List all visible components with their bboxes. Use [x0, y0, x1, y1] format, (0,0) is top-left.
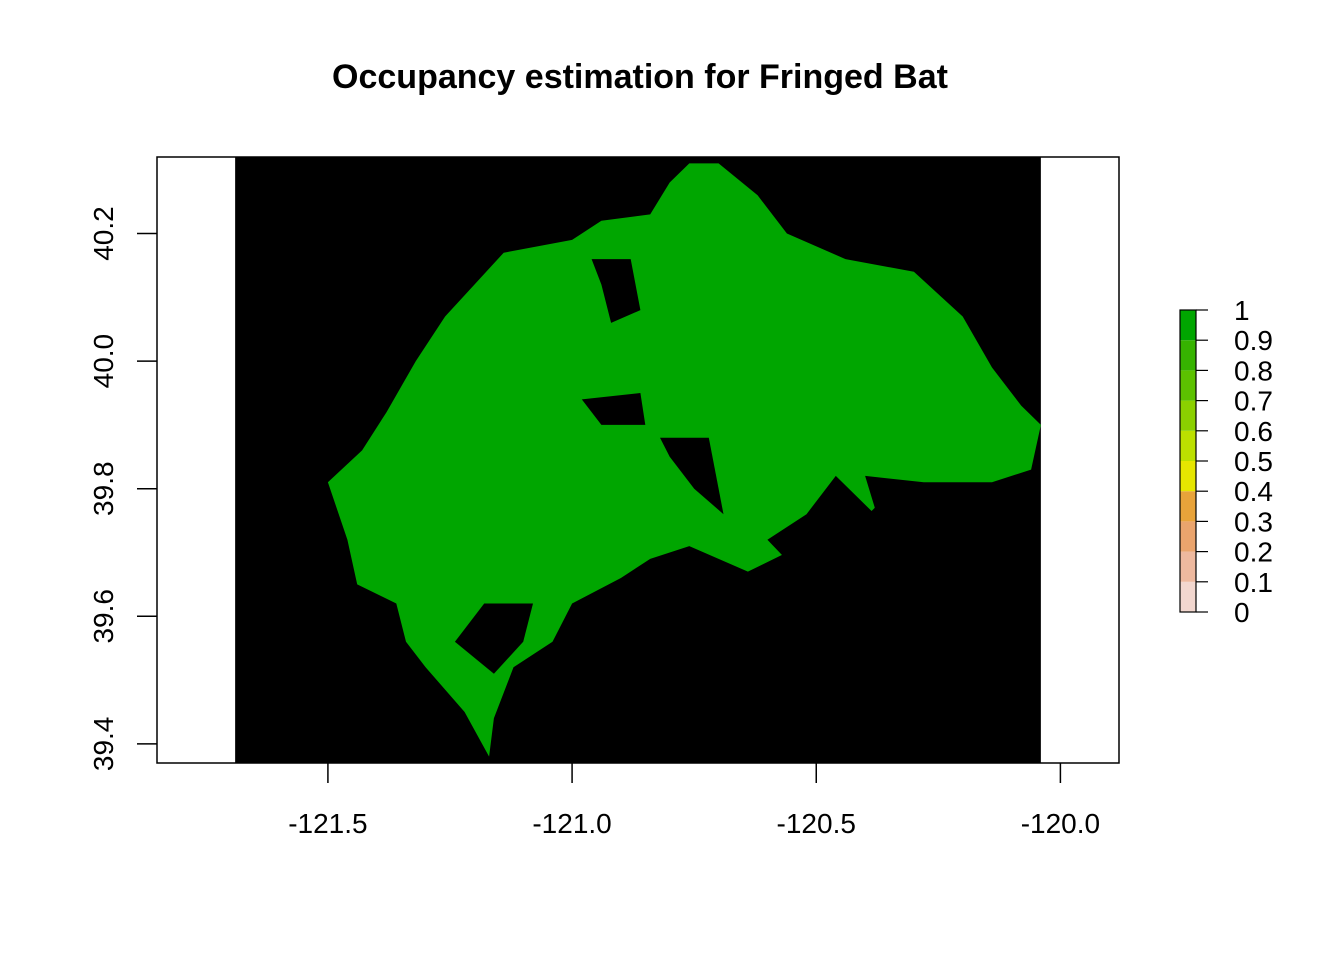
legend-swatch [1180, 491, 1196, 522]
unoccupied-patch [581, 393, 646, 425]
legend-swatch [1180, 581, 1196, 612]
legend-label: 1 [1234, 295, 1250, 326]
y-tick-label: 40.2 [88, 206, 119, 261]
y-tick-label: 40.0 [88, 334, 119, 389]
y-tick-label: 39.8 [88, 461, 119, 516]
legend-swatch [1180, 370, 1196, 401]
legend-label: 0.4 [1234, 476, 1273, 507]
map-panel [235, 157, 1041, 763]
legend-swatch [1180, 430, 1196, 461]
legend-label: 0.6 [1234, 416, 1273, 447]
legend-swatch [1180, 310, 1196, 341]
x-tick-label: -120.5 [777, 808, 856, 839]
unoccupied-patch [591, 259, 641, 323]
unoccupied-patch [660, 437, 724, 515]
y-tick-label: 39.6 [88, 589, 119, 644]
legend-label: 0.8 [1234, 355, 1273, 386]
unoccupied-patch [454, 603, 533, 674]
unoccupied-patch [767, 475, 875, 591]
x-tick-label: -121.5 [288, 808, 367, 839]
legend-label: 0.3 [1234, 506, 1273, 537]
x-tick-label: -121.0 [532, 808, 611, 839]
x-tick-label: -120.0 [1021, 808, 1100, 839]
legend-swatch [1180, 551, 1196, 582]
legend-label: 0 [1234, 597, 1250, 628]
plot-frame [156, 156, 1120, 764]
axes: -121.5 -121.0 -120.5 -120.0 39.4 39.6 39.8 40.0… [88, 156, 1120, 839]
legend-swatch [1180, 521, 1196, 552]
legend-label: 0.1 [1234, 567, 1273, 598]
y-tick-label: 39.4 [88, 717, 119, 772]
legend-label: 0.9 [1234, 325, 1273, 356]
legend-label: 0.7 [1234, 386, 1273, 417]
legend-swatch [1180, 400, 1196, 431]
legend-label: 0.2 [1234, 537, 1273, 568]
legend-label: 0.5 [1234, 446, 1273, 477]
legend-swatch [1180, 461, 1196, 492]
legend-swatch [1180, 340, 1196, 371]
map-title: Occupancy estimation for Fringed Bat [332, 58, 948, 96]
legend: 00.10.20.30.40.50.60.70.80.91 [1179, 295, 1273, 628]
